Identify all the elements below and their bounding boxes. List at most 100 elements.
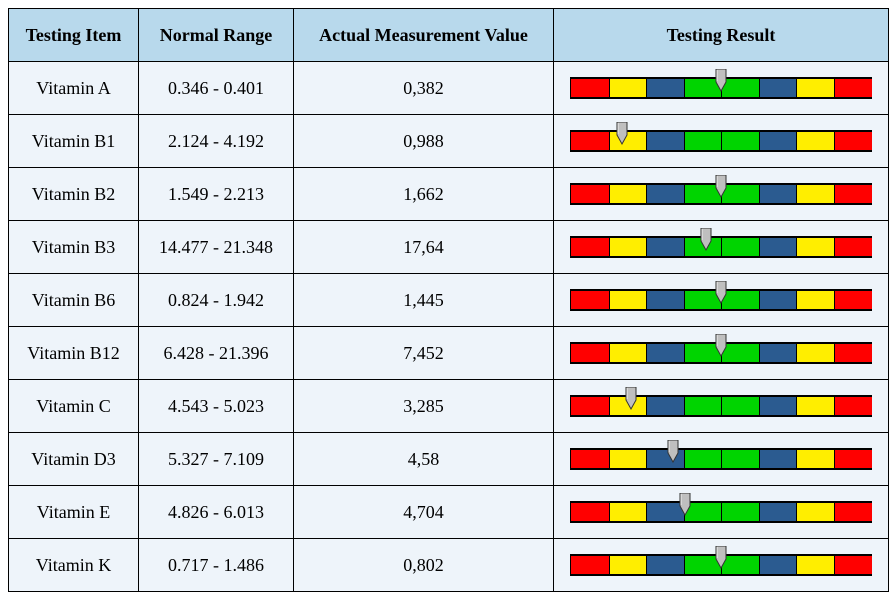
bar-segment <box>834 555 873 575</box>
cell-result <box>554 486 889 539</box>
bar-segment <box>609 502 648 522</box>
bar-segment <box>609 555 648 575</box>
bar-segment <box>721 290 760 310</box>
bar-segment <box>721 184 760 204</box>
bar-segment <box>834 237 873 257</box>
cell-item: Vitamin B3 <box>9 221 139 274</box>
bar-segment <box>646 78 685 98</box>
result-bar <box>570 183 872 205</box>
bar-segment <box>646 184 685 204</box>
bar-segment <box>834 449 873 469</box>
bar-segment <box>571 237 609 257</box>
cell-range: 5.327 - 7.109 <box>139 433 294 486</box>
bar-segment <box>759 184 798 204</box>
bar-segment <box>759 343 798 363</box>
table-row: Vitamin B21.549 - 2.2131,662 <box>9 168 889 221</box>
bar-segment <box>646 396 685 416</box>
bar-segment <box>571 502 609 522</box>
table-row: Vitamin A0.346 - 0.4010,382 <box>9 62 889 115</box>
table-row: Vitamin B126.428 - 21.3967,452 <box>9 327 889 380</box>
cell-measurement: 4,704 <box>294 486 554 539</box>
bar-segment <box>834 131 873 151</box>
header-result: Testing Result <box>554 9 889 62</box>
bar-segment <box>646 290 685 310</box>
bar-segment <box>759 290 798 310</box>
cell-measurement: 0,382 <box>294 62 554 115</box>
bar-segment <box>684 184 723 204</box>
bar-segment <box>609 396 648 416</box>
result-bar <box>570 554 872 576</box>
table-row: Vitamin B12.124 - 4.1920,988 <box>9 115 889 168</box>
bar-segment <box>759 555 798 575</box>
header-item: Testing Item <box>9 9 139 62</box>
bar-segment <box>646 555 685 575</box>
cell-item: Vitamin A <box>9 62 139 115</box>
cell-result <box>554 62 889 115</box>
bar-segment <box>684 396 723 416</box>
bar-segment <box>721 131 760 151</box>
table-row: Vitamin B60.824 - 1.9421,445 <box>9 274 889 327</box>
bar-segment <box>834 396 873 416</box>
bar-segment <box>684 502 723 522</box>
cell-measurement: 1,445 <box>294 274 554 327</box>
cell-result <box>554 274 889 327</box>
cell-range: 4.543 - 5.023 <box>139 380 294 433</box>
bar-segment <box>609 184 648 204</box>
bar-segment <box>834 502 873 522</box>
result-bar <box>570 236 872 258</box>
cell-result <box>554 327 889 380</box>
bar-segment <box>759 78 798 98</box>
cell-item: Vitamin B12 <box>9 327 139 380</box>
cell-range: 2.124 - 4.192 <box>139 115 294 168</box>
bar-segment <box>759 237 798 257</box>
bar-segment <box>571 290 609 310</box>
cell-item: Vitamin E <box>9 486 139 539</box>
result-bar <box>570 130 872 152</box>
bar-segment <box>646 131 685 151</box>
bar-segment <box>609 131 648 151</box>
bar-segment <box>609 237 648 257</box>
cell-item: Vitamin K <box>9 539 139 592</box>
table-row: Vitamin K0.717 - 1.4860,802 <box>9 539 889 592</box>
cell-range: 14.477 - 21.348 <box>139 221 294 274</box>
cell-item: Vitamin D3 <box>9 433 139 486</box>
bar-segment <box>684 131 723 151</box>
cell-measurement: 1,662 <box>294 168 554 221</box>
bar-segment <box>684 555 723 575</box>
cell-item: Vitamin B1 <box>9 115 139 168</box>
cell-measurement: 7,452 <box>294 327 554 380</box>
cell-item: Vitamin B6 <box>9 274 139 327</box>
cell-result <box>554 115 889 168</box>
cell-range: 1.549 - 2.213 <box>139 168 294 221</box>
result-bar <box>570 395 872 417</box>
bar-segment <box>796 396 835 416</box>
cell-result <box>554 168 889 221</box>
bar-segment <box>796 78 835 98</box>
bar-segment <box>571 78 609 98</box>
bar-segment <box>759 396 798 416</box>
bar-segment <box>721 449 760 469</box>
bar-segment <box>646 502 685 522</box>
bar-segment <box>571 131 609 151</box>
bar-segment <box>796 290 835 310</box>
bar-segment <box>796 555 835 575</box>
bar-segment <box>609 343 648 363</box>
bar-segment <box>721 502 760 522</box>
cell-measurement: 3,285 <box>294 380 554 433</box>
result-bar <box>570 501 872 523</box>
table-row: Vitamin C4.543 - 5.0233,285 <box>9 380 889 433</box>
bar-segment <box>646 449 685 469</box>
bar-segment <box>834 343 873 363</box>
bar-segment <box>721 396 760 416</box>
bar-segment <box>721 78 760 98</box>
bar-segment <box>796 184 835 204</box>
cell-range: 6.428 - 21.396 <box>139 327 294 380</box>
table-row: Vitamin B314.477 - 21.34817,64 <box>9 221 889 274</box>
bar-segment <box>684 449 723 469</box>
cell-range: 0.346 - 0.401 <box>139 62 294 115</box>
bar-segment <box>571 184 609 204</box>
bar-segment <box>759 449 798 469</box>
bar-segment <box>834 290 873 310</box>
cell-measurement: 4,58 <box>294 433 554 486</box>
bar-segment <box>571 449 609 469</box>
